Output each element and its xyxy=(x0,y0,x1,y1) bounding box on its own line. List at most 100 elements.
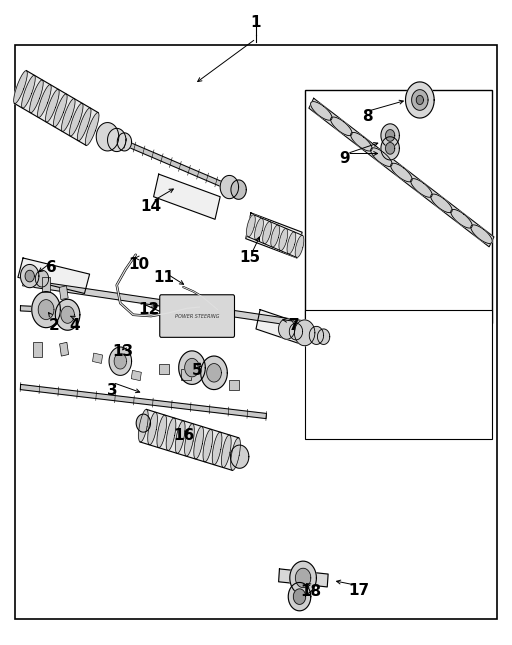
Polygon shape xyxy=(176,421,185,453)
Polygon shape xyxy=(288,582,311,611)
Polygon shape xyxy=(386,130,395,141)
Polygon shape xyxy=(295,235,304,257)
Text: 15: 15 xyxy=(239,250,261,266)
Polygon shape xyxy=(289,323,303,340)
Bar xyxy=(15,45,497,619)
Polygon shape xyxy=(220,175,239,199)
Bar xyxy=(305,310,492,439)
Text: 3: 3 xyxy=(108,382,118,398)
Text: 5: 5 xyxy=(192,363,202,379)
Polygon shape xyxy=(201,356,227,390)
Polygon shape xyxy=(212,432,222,464)
Text: 2: 2 xyxy=(49,318,59,333)
Polygon shape xyxy=(231,438,240,470)
Polygon shape xyxy=(412,90,428,110)
Polygon shape xyxy=(20,306,46,312)
Polygon shape xyxy=(77,108,91,141)
Polygon shape xyxy=(411,179,432,197)
Bar xyxy=(159,364,169,374)
Polygon shape xyxy=(61,306,74,323)
Text: POWER STEERING: POWER STEERING xyxy=(175,313,219,319)
Polygon shape xyxy=(386,143,395,154)
Bar xyxy=(207,374,217,384)
Polygon shape xyxy=(293,589,306,604)
Polygon shape xyxy=(185,424,194,456)
Bar xyxy=(229,379,239,390)
Polygon shape xyxy=(381,137,399,160)
Polygon shape xyxy=(32,292,60,328)
Text: 12: 12 xyxy=(138,302,159,317)
Polygon shape xyxy=(207,364,221,382)
Polygon shape xyxy=(311,102,332,120)
Polygon shape xyxy=(70,103,83,136)
Polygon shape xyxy=(256,310,302,343)
Text: 7: 7 xyxy=(289,318,300,333)
FancyBboxPatch shape xyxy=(160,295,234,337)
Bar xyxy=(59,342,69,356)
Polygon shape xyxy=(331,117,352,135)
Polygon shape xyxy=(185,359,199,377)
Polygon shape xyxy=(287,232,296,254)
Polygon shape xyxy=(35,270,49,287)
Bar xyxy=(305,90,492,322)
Polygon shape xyxy=(61,99,75,132)
Bar xyxy=(59,286,68,300)
Polygon shape xyxy=(254,218,263,240)
Bar xyxy=(33,342,42,357)
Polygon shape xyxy=(391,163,412,182)
Polygon shape xyxy=(471,225,492,243)
Polygon shape xyxy=(431,194,452,213)
Polygon shape xyxy=(263,222,271,244)
Text: 14: 14 xyxy=(140,199,162,214)
Polygon shape xyxy=(46,89,59,122)
Polygon shape xyxy=(38,300,54,319)
Polygon shape xyxy=(371,148,392,166)
Text: 16: 16 xyxy=(174,428,195,443)
Polygon shape xyxy=(23,279,303,327)
Polygon shape xyxy=(301,579,305,597)
Polygon shape xyxy=(271,225,280,247)
Polygon shape xyxy=(230,445,249,468)
Polygon shape xyxy=(20,264,39,288)
Polygon shape xyxy=(381,124,399,147)
Polygon shape xyxy=(294,320,315,346)
Polygon shape xyxy=(451,210,472,228)
Polygon shape xyxy=(203,429,212,462)
Bar xyxy=(42,277,50,292)
Polygon shape xyxy=(295,568,311,588)
Bar xyxy=(181,370,191,379)
Bar xyxy=(93,353,102,363)
Polygon shape xyxy=(96,123,119,151)
Polygon shape xyxy=(166,418,176,450)
Bar xyxy=(131,370,141,381)
Text: 8: 8 xyxy=(362,108,373,124)
Polygon shape xyxy=(406,82,434,118)
Polygon shape xyxy=(139,410,148,442)
Text: 9: 9 xyxy=(339,150,349,166)
Text: 6: 6 xyxy=(46,260,56,275)
Polygon shape xyxy=(317,329,330,344)
Polygon shape xyxy=(114,353,126,369)
Polygon shape xyxy=(37,84,51,117)
Polygon shape xyxy=(246,213,302,258)
Polygon shape xyxy=(222,435,231,468)
Polygon shape xyxy=(279,319,295,339)
Polygon shape xyxy=(279,569,328,587)
Polygon shape xyxy=(351,132,372,151)
Text: 17: 17 xyxy=(348,582,369,598)
Polygon shape xyxy=(22,75,35,108)
Text: 11: 11 xyxy=(153,270,175,285)
Polygon shape xyxy=(86,112,99,145)
Polygon shape xyxy=(290,561,316,595)
Polygon shape xyxy=(179,351,205,384)
Polygon shape xyxy=(246,215,255,237)
Polygon shape xyxy=(154,174,220,219)
Polygon shape xyxy=(248,215,303,257)
Text: 4: 4 xyxy=(69,318,79,333)
Polygon shape xyxy=(14,70,27,103)
Polygon shape xyxy=(125,141,226,188)
Polygon shape xyxy=(279,228,288,250)
Polygon shape xyxy=(30,80,43,113)
Polygon shape xyxy=(140,410,239,470)
Polygon shape xyxy=(309,326,324,344)
